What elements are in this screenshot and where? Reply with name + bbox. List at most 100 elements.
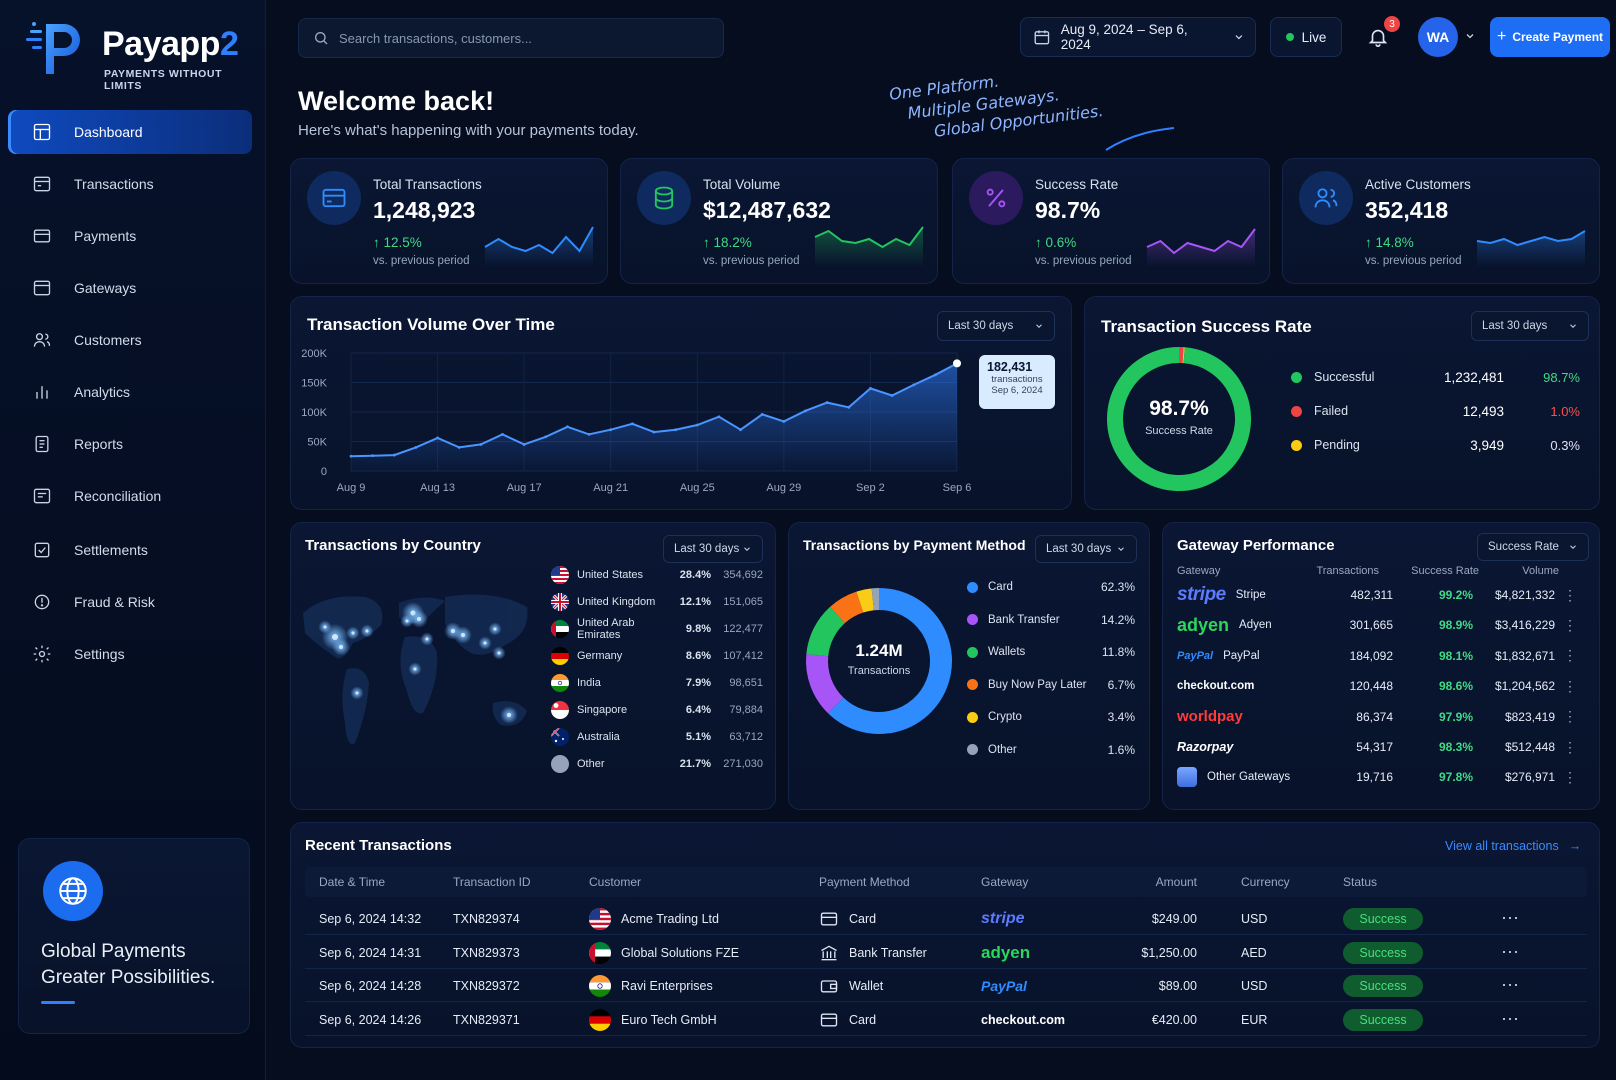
- more-horizontal-icon[interactable]: ···: [1501, 907, 1519, 927]
- chevron-down-icon[interactable]: [1464, 30, 1476, 42]
- x-tick-label: Aug 25: [680, 482, 715, 494]
- table-row[interactable]: Sep 6, 2024 14:28 TXN829372 Ravi Enterpris…: [305, 970, 1587, 1002]
- flag-de-icon: [589, 1008, 611, 1031]
- more-horizontal-icon[interactable]: ···: [1501, 1007, 1519, 1028]
- more-vertical-icon[interactable]: ⋮: [1563, 738, 1577, 755]
- volume-point: [414, 446, 418, 449]
- flag-sg-icon: [551, 701, 569, 719]
- sidebar-item-payments[interactable]: Payments: [8, 214, 252, 258]
- sidebar-item-dashboard[interactable]: Dashboard: [8, 110, 252, 154]
- create-payment-button[interactable]: + Create Payment: [1490, 17, 1610, 57]
- sidebar-item-fraud-risk[interactable]: Fraud & Risk: [8, 580, 252, 624]
- country-row[interactable]: Germany 8.6% 107,412: [551, 646, 763, 666]
- gateway-row[interactable]: stripe Stripe 482,311 99.2% $4,821,332 ⋮: [1177, 583, 1587, 607]
- country-row[interactable]: Australia 5.1% 63,712: [551, 727, 763, 747]
- sidebar-item-transactions[interactable]: Transactions: [8, 162, 252, 206]
- sidebar-item-settings[interactable]: Settings: [8, 632, 252, 676]
- view-all-link[interactable]: View all transactions →: [1445, 839, 1581, 853]
- kpi-value: 1,248,923: [373, 197, 476, 223]
- chevron-down-icon: [1235, 35, 1243, 40]
- gateway-row[interactable]: PayPal PayPal 184,092 98.1% $1,832,671 ⋮: [1177, 644, 1587, 668]
- country-row[interactable]: United Kingdom 12.1% 151,065: [551, 592, 763, 612]
- date-range-picker[interactable]: Aug 9, 2024 – Sep 6, 2024: [1020, 17, 1256, 57]
- volume-point: [587, 433, 591, 436]
- gateway-name-cell: worldpay: [1177, 708, 1327, 725]
- volume-point: [782, 420, 786, 423]
- table-row[interactable]: Sep 6, 2024 14:32 TXN829374 Acme Trading L…: [305, 903, 1587, 935]
- country-row[interactable]: United Arab Emirates 9.8% 122,477: [551, 617, 763, 641]
- cell-customer: Acme Trading Ltd: [589, 907, 809, 931]
- method-range-dropdown[interactable]: Last 30 days: [1035, 535, 1137, 563]
- notification-badge: 3: [1384, 16, 1400, 32]
- more-horizontal-icon[interactable]: ···: [1501, 940, 1519, 961]
- more-vertical-icon[interactable]: ⋮: [1563, 586, 1577, 603]
- more-vertical-icon[interactable]: ⋮: [1563, 708, 1577, 725]
- recent-transactions-card: Recent Transactions View all transaction…: [290, 822, 1600, 1048]
- search-input[interactable]: Search transactions, customers...: [298, 18, 724, 58]
- more-vertical-icon[interactable]: ⋮: [1563, 616, 1577, 633]
- status-badge: Success: [1343, 975, 1423, 997]
- live-toggle[interactable]: Live: [1270, 17, 1342, 57]
- more-vertical-icon[interactable]: ⋮: [1563, 647, 1577, 664]
- method-label: Wallet: [849, 979, 884, 993]
- flag-au-icon: [551, 728, 569, 746]
- gateway-sort-dropdown[interactable]: Success Rate: [1477, 533, 1589, 561]
- card-icon: [819, 1010, 839, 1030]
- tooltip-value: 182,431: [987, 360, 1033, 374]
- gateway-title: Gateway Performance: [1177, 537, 1335, 554]
- more-vertical-icon[interactable]: ⋮: [1563, 677, 1577, 694]
- customer-name: Acme Trading Ltd: [621, 912, 719, 926]
- country-name: Other: [577, 758, 605, 770]
- country-pct: 12.1%: [679, 596, 711, 608]
- country-row[interactable]: United States 28.4% 354,692: [551, 565, 763, 585]
- cell-amount: €420.00: [1097, 1010, 1197, 1030]
- success-center-value: 98.7%: [1149, 397, 1209, 420]
- method-label: Bank Transfer: [849, 945, 927, 960]
- gateway-row[interactable]: Other Gateways 19,716 97.8% $276,971 ⋮: [1177, 765, 1587, 789]
- table-row[interactable]: Sep 6, 2024 14:31 TXN829373 Global Solutio…: [305, 937, 1587, 969]
- more-horizontal-icon[interactable]: ···: [1501, 974, 1519, 994]
- sidebar-item-analytics[interactable]: Analytics: [8, 370, 252, 414]
- country-row[interactable]: India 7.9% 98,651: [551, 673, 763, 693]
- kpi-card-success-rate: Success Rate 98.7% ↑ 0.6% vs. previous peri…: [952, 158, 1270, 284]
- legend-pct: 14.2%: [1100, 612, 1135, 627]
- more-vertical-icon[interactable]: ⋮: [1563, 768, 1577, 785]
- user-avatar[interactable]: WA: [1418, 17, 1458, 57]
- country-row[interactable]: Other 21.7% 271,030: [551, 754, 763, 774]
- gateway-row[interactable]: Razorpay 54,317 98.3% $512,448 ⋮: [1177, 735, 1587, 759]
- table-row[interactable]: Sep 6, 2024 14:26 TXN829371 Euro Tech GmbH…: [305, 1004, 1587, 1036]
- gateway-name: PayPal: [1223, 649, 1260, 662]
- sidebar-item-gateways[interactable]: Gateways: [8, 266, 252, 310]
- volume-point: [953, 359, 961, 368]
- flag-us-icon: [551, 566, 569, 584]
- country-pct: 5.1%: [685, 731, 711, 743]
- cell-date-text: Sep 6, 2024 14:32: [319, 912, 422, 926]
- gateway-col-header: Success Rate: [1411, 565, 1479, 577]
- cell-id: TXN829372: [453, 976, 573, 996]
- sidebar-item-settlements[interactable]: Settlements: [8, 528, 252, 572]
- gateway-row[interactable]: adyen Adyen 301,665 98.9% $3,416,229 ⋮: [1177, 613, 1587, 637]
- country-row[interactable]: Singapore 6.4% 79,884: [551, 700, 763, 720]
- reconciliation-icon: [32, 486, 52, 506]
- recent-col-header: Customer: [589, 875, 642, 889]
- country-range-dropdown[interactable]: Last 30 days: [663, 535, 763, 563]
- y-tick-label: 0: [321, 466, 327, 478]
- sidebar-item-reports[interactable]: Reports: [8, 422, 252, 466]
- method-legend-bank-transfer: Bank Transfer 14.2%: [967, 610, 1135, 630]
- kpi-period: vs. previous period: [1035, 255, 1132, 267]
- volume-range-dropdown[interactable]: Last 30 days: [937, 311, 1055, 341]
- sidebar-item-reconciliation[interactable]: Reconciliation: [8, 474, 252, 518]
- country-name: Australia: [577, 731, 620, 743]
- gateway-tx: 19,716: [1356, 770, 1393, 785]
- notifications-button[interactable]: [1358, 17, 1398, 57]
- country-count: 79,884: [729, 704, 763, 716]
- gateway-row[interactable]: checkout.com 120,448 98.6% $1,204,562 ⋮: [1177, 674, 1587, 698]
- calendar-icon: [1034, 30, 1050, 45]
- app-logo[interactable]: Payapp2 PAYMENTS WITHOUT LIMITS: [24, 16, 244, 92]
- gateway-row[interactable]: worldpay 86,374 97.9% $823,419 ⋮: [1177, 705, 1587, 729]
- map-dot: [332, 634, 338, 640]
- country-title: Transactions by Country: [305, 537, 481, 554]
- success-range-dropdown[interactable]: Last 30 days: [1471, 311, 1589, 341]
- wallet-icon: [819, 976, 839, 996]
- sidebar-item-customers[interactable]: Customers: [8, 318, 252, 362]
